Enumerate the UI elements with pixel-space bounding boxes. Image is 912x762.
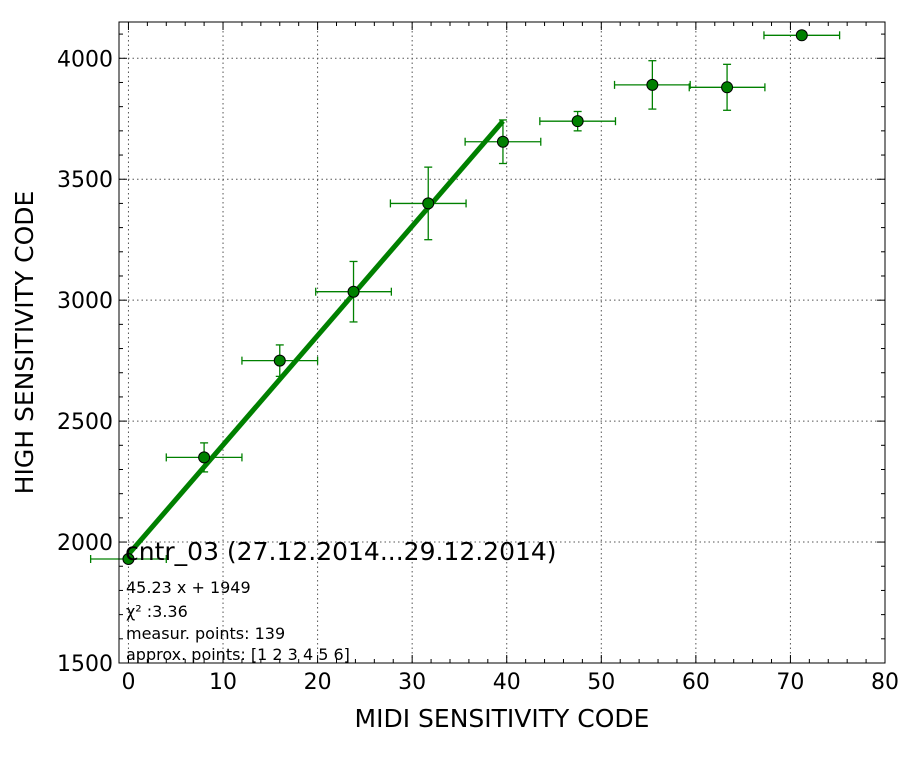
x-tick-label: 10 bbox=[209, 670, 237, 695]
y-tick-label: 4000 bbox=[57, 47, 113, 72]
data-point bbox=[347, 285, 360, 298]
data-point bbox=[122, 552, 135, 565]
plot-frame bbox=[118, 21, 886, 664]
x-tick-label: 20 bbox=[304, 670, 332, 695]
annotation-title: cntr_03 (27.12.2014...29.12.2014) bbox=[125, 537, 557, 566]
data-point bbox=[198, 451, 211, 464]
fit-line-layer bbox=[126, 119, 505, 557]
y-tick-label: 2500 bbox=[57, 410, 113, 435]
axis-ticks: 0 10 20 30 40 50 60 70 80 1500 2000 2500 3000 3500 400… bbox=[57, 22, 899, 695]
y-tick-label: 2000 bbox=[57, 531, 113, 556]
data-point bbox=[496, 135, 509, 148]
data-point bbox=[273, 354, 286, 367]
annotation-measurement-points: measur. points: 139 bbox=[126, 624, 285, 643]
data-point bbox=[646, 78, 659, 91]
y-tick-label: 3500 bbox=[57, 168, 113, 193]
data-point bbox=[422, 197, 435, 210]
y-tick-label: 3000 bbox=[57, 289, 113, 314]
data-point bbox=[795, 29, 808, 42]
annotation-chi-squared: χ² :3.36 bbox=[126, 602, 188, 621]
grid bbox=[119, 22, 885, 663]
x-tick-label: 60 bbox=[682, 670, 710, 695]
annotation-approx-points: approx. points: [1 2 3 4 5 6] bbox=[126, 645, 350, 664]
x-tick-label: 40 bbox=[493, 670, 521, 695]
x-tick-label: 70 bbox=[776, 670, 804, 695]
x-tick-label: 0 bbox=[121, 670, 135, 695]
fit-line bbox=[126, 119, 505, 557]
y-axis-label: HIGH SENSITIVITY CODE bbox=[10, 191, 39, 495]
data-point bbox=[571, 115, 584, 128]
data-points bbox=[122, 29, 808, 565]
error-bars bbox=[89, 31, 841, 563]
data-point bbox=[721, 81, 734, 94]
x-tick-label: 50 bbox=[587, 670, 615, 695]
y-tick-label: 1500 bbox=[57, 652, 113, 677]
x-tick-label: 80 bbox=[871, 670, 899, 695]
x-tick-label: 30 bbox=[398, 670, 426, 695]
annotation-fit-equation: 45.23 x + 1949 bbox=[126, 578, 251, 597]
x-axis-label: MIDI SENSITIVITY CODE bbox=[355, 704, 650, 733]
annotations: cntr_03 (27.12.2014...29.12.2014) 45.23 … bbox=[125, 537, 557, 664]
